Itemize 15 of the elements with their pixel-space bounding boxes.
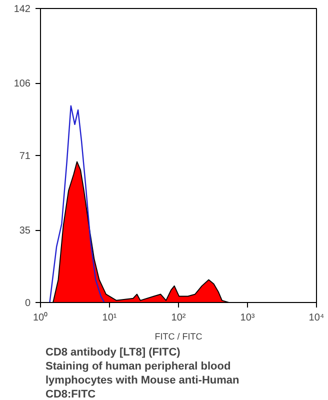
text: Staining of human peripheral blood: [46, 360, 231, 372]
text: CD8:FITC: [46, 388, 96, 400]
text: lymphocytes with Mouse anti-Human: [46, 374, 240, 386]
x-axis-title: FITC / FITC: [154, 332, 203, 342]
y-tick-label: 0: [24, 298, 31, 309]
x-tick-label: 10⁰: [32, 312, 48, 324]
x-tick-label: 10⁴: [308, 312, 324, 324]
y-tick-label: 142: [14, 4, 31, 15]
y-tick-label: 35: [19, 226, 31, 237]
x-tick-label: 10³: [240, 312, 256, 324]
text: CD8 antibody [LT8] (FITC): [46, 346, 181, 358]
x-tick-label: 10¹: [102, 312, 118, 324]
y-tick-label: 71: [19, 151, 31, 162]
x-tick-label: 10²: [171, 312, 186, 324]
y-tick-label: 106: [14, 78, 31, 90]
